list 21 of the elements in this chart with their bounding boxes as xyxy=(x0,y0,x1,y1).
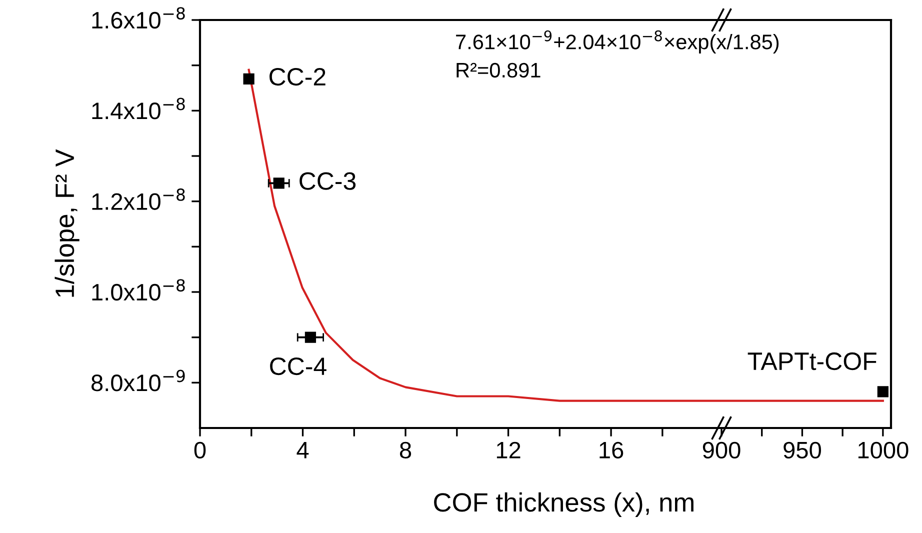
x-tick-label: 16 xyxy=(600,442,624,459)
x-tick-label: 8 xyxy=(400,442,412,459)
annotation: 7.61×10$^{−9}$+2.04×10$^{−8}$×exp(x/1.85) xyxy=(456,30,779,54)
x-tick-label: 1000 xyxy=(858,442,908,459)
y-tick-label: 1.2x10$^{−8}$ xyxy=(92,188,185,210)
x-tick-label: 4 xyxy=(296,442,309,458)
y-tick-label: 1.6x10$^{−8}$ xyxy=(92,7,185,29)
x-tick-label: 12 xyxy=(496,442,520,458)
y-tick-label: 8.0x10$^{−9}$ xyxy=(92,370,185,392)
x-tick-label: 0 xyxy=(194,442,206,459)
x-tick-label: 950 xyxy=(784,442,821,459)
y-axis-title: 1/slope, F² V xyxy=(54,149,80,297)
annotation: R²=0.891 xyxy=(456,62,540,78)
annotation: CC-3 xyxy=(300,172,356,190)
x-tick-label: 900 xyxy=(702,442,740,459)
annotation: CC-4 xyxy=(270,357,326,376)
y-tick-label: 1.0x10$^{−8}$ xyxy=(92,279,185,301)
x-axis-title: COF thickness (x), nm xyxy=(434,492,694,517)
annotation: TAPTt-COF xyxy=(748,352,876,370)
annotation: CC-2 xyxy=(270,68,326,86)
y-tick-label: 1.4x10$^{−8}$ xyxy=(92,98,185,120)
